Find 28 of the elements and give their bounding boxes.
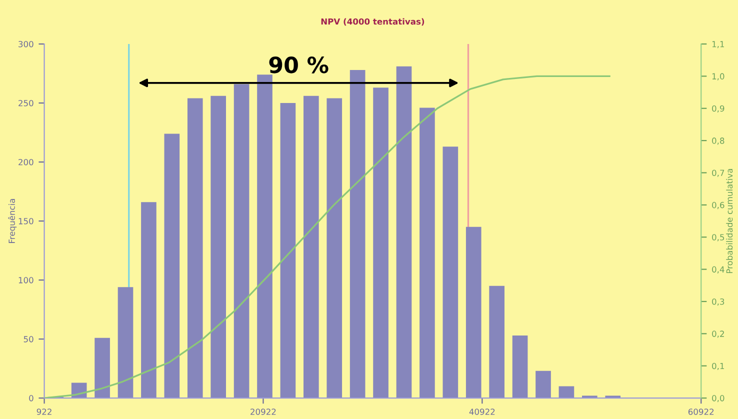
y2-tick-label: 0,0 [712,395,724,402]
y2-tick-label: 0,6 [712,202,724,210]
y2-tick-label: 0,3 [712,298,724,306]
y-tick-label: 200 [18,158,34,166]
x-tick-label: 922 [36,408,52,415]
y2-tick-label: 0,2 [712,330,724,338]
chart-title: NPV (4000 tentativas) [321,18,424,26]
annotation: 90 % [269,56,328,74]
x-tick-label: 60922 [688,408,714,415]
y2-tick-label: 0,4 [712,266,724,274]
y2-tick-label: 1,0 [712,73,724,80]
y-tick-label: 150 [18,218,34,224]
y-tick-label: 50 [24,336,34,342]
x-tick-label: 40922 [469,408,495,415]
y2-tick-label: 0,1 [712,362,724,370]
y-tick-label: 250 [18,100,34,106]
y-tick-label: 100 [18,277,34,284]
y2-tick-label: 0,7 [712,170,724,177]
y-tick-label: 0 [29,395,34,402]
y2-tick-label: 0,5 [712,234,724,242]
y2-tick-label: 1,1 [712,41,724,48]
y-tick-label: 300 [18,40,34,48]
y2-axis-title: Probabilidade cumulativa [726,168,733,274]
x-tick-label: 20922 [250,408,276,415]
line-series [44,75,610,398]
y2-tick-label: 0,8 [712,138,724,145]
y-axis-title: Frequência [8,199,17,243]
y2-tick-label: 0,9 [712,105,724,113]
